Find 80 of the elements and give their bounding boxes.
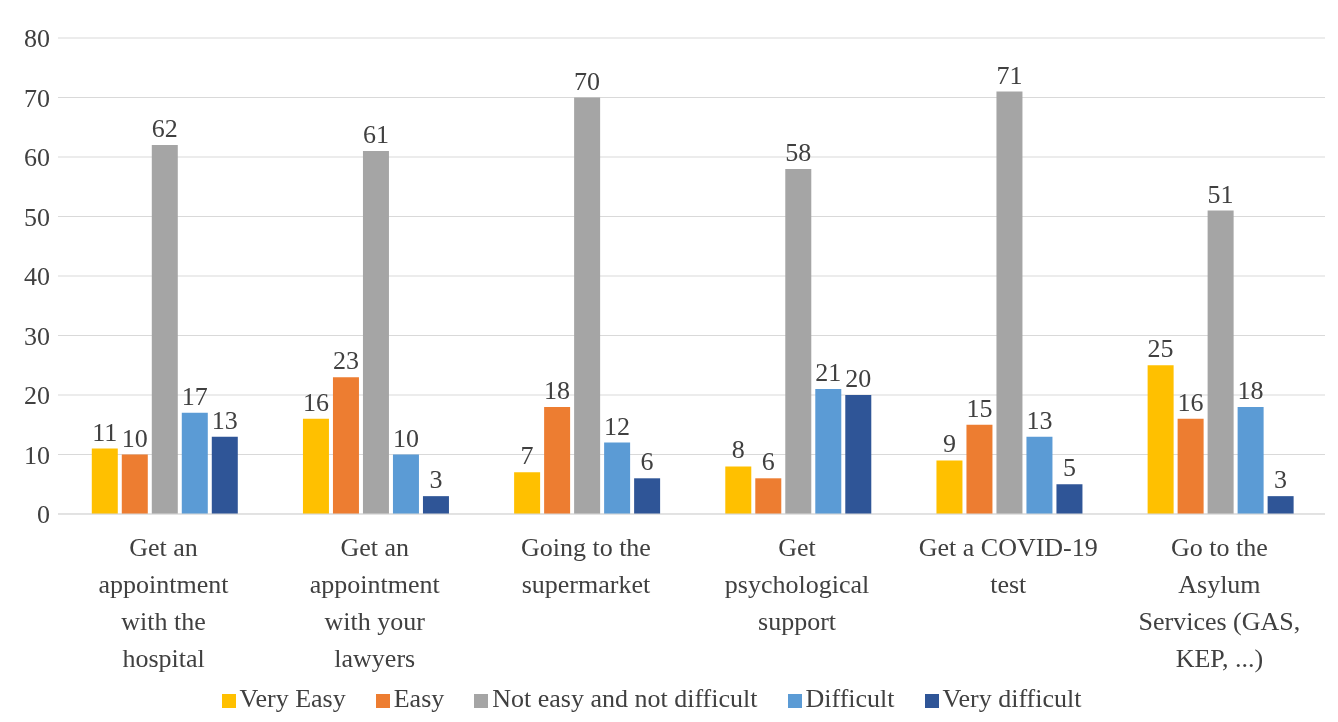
legend-label: Very Easy [239, 684, 346, 713]
bar [755, 478, 782, 514]
data-label: 62 [151, 114, 178, 144]
data-label: 5 [1062, 453, 1076, 483]
x-tick-label: Get an appointment with your lawyers [309, 533, 441, 673]
bar [302, 418, 329, 514]
y-tick-label: 10 [24, 440, 50, 470]
data-label: 3 [1274, 465, 1288, 495]
bar [1147, 365, 1174, 514]
legend-label: Difficult [805, 684, 895, 713]
y-tick-label: 20 [24, 381, 50, 411]
bar [91, 448, 118, 514]
bar [544, 406, 571, 514]
legend-label: Not easy and not difficult [492, 684, 758, 713]
x-tick-label: Go to the Asylum Services (GAS, KEP, ...) [1138, 533, 1301, 673]
bar [514, 472, 541, 514]
data-label: 20 [845, 364, 872, 393]
data-label: 13 [1026, 405, 1053, 435]
data-label: 15 [966, 393, 993, 423]
bar [1207, 210, 1234, 514]
data-label: 16 [1177, 387, 1204, 417]
x-tick-label: Going to the supermarket [520, 533, 651, 599]
data-label: 3 [429, 465, 443, 495]
bar [1237, 406, 1264, 514]
bar [332, 377, 359, 514]
legend-label: Easy [393, 684, 445, 713]
bar [1056, 484, 1083, 514]
data-label: 18 [1237, 375, 1264, 405]
data-label: 17 [181, 381, 208, 411]
bar [181, 412, 208, 514]
data-label: 10 [392, 423, 419, 453]
bar [996, 91, 1023, 514]
y-tick-label: 50 [24, 202, 50, 232]
bar [725, 466, 752, 514]
bar [151, 145, 178, 514]
x-tick-label: Get psychological support [724, 533, 870, 636]
bar [1026, 436, 1053, 514]
bar [634, 478, 661, 514]
data-label: 6 [640, 447, 654, 477]
bar [1267, 496, 1294, 514]
y-tick-label: 80 [24, 24, 50, 54]
data-label: 51 [1207, 179, 1234, 209]
bar [121, 454, 148, 514]
data-label: 6 [761, 447, 775, 477]
x-tick-label: Get a COVID-19 test [918, 533, 1098, 599]
data-label: 23 [332, 346, 359, 376]
y-tick-label: 70 [24, 83, 50, 113]
data-label: 9 [942, 429, 956, 459]
data-label: 61 [362, 120, 389, 150]
y-tick-label: 40 [24, 262, 50, 292]
y-tick-label: 30 [24, 321, 50, 351]
data-label: 12 [604, 411, 631, 441]
data-label: 16 [302, 387, 329, 417]
data-label: 7 [520, 441, 534, 471]
bar [785, 168, 812, 514]
x-tick-label: Get an appointment with the hospital [98, 533, 230, 673]
data-label: 58 [785, 137, 812, 167]
bar [392, 454, 419, 514]
data-label: 70 [574, 66, 601, 96]
bar [422, 496, 449, 514]
data-label: 25 [1147, 334, 1174, 364]
bar [1177, 418, 1204, 514]
data-label: 18 [544, 375, 571, 405]
bar [362, 151, 389, 514]
data-label: 13 [211, 405, 238, 435]
data-label: 8 [731, 435, 745, 465]
bar [936, 460, 963, 514]
y-tick-label: 0 [37, 500, 50, 530]
legend-label: Very difficult [942, 684, 1082, 713]
y-tick-label: 60 [24, 143, 50, 173]
data-label: 21 [815, 358, 842, 388]
bar [604, 442, 631, 514]
data-label: 10 [121, 423, 148, 453]
data-label: 71 [996, 60, 1023, 90]
bar [815, 389, 842, 514]
bar [966, 424, 993, 514]
bar [574, 97, 601, 514]
bar [845, 395, 872, 514]
bar [211, 436, 238, 514]
data-label: 11 [92, 417, 118, 447]
